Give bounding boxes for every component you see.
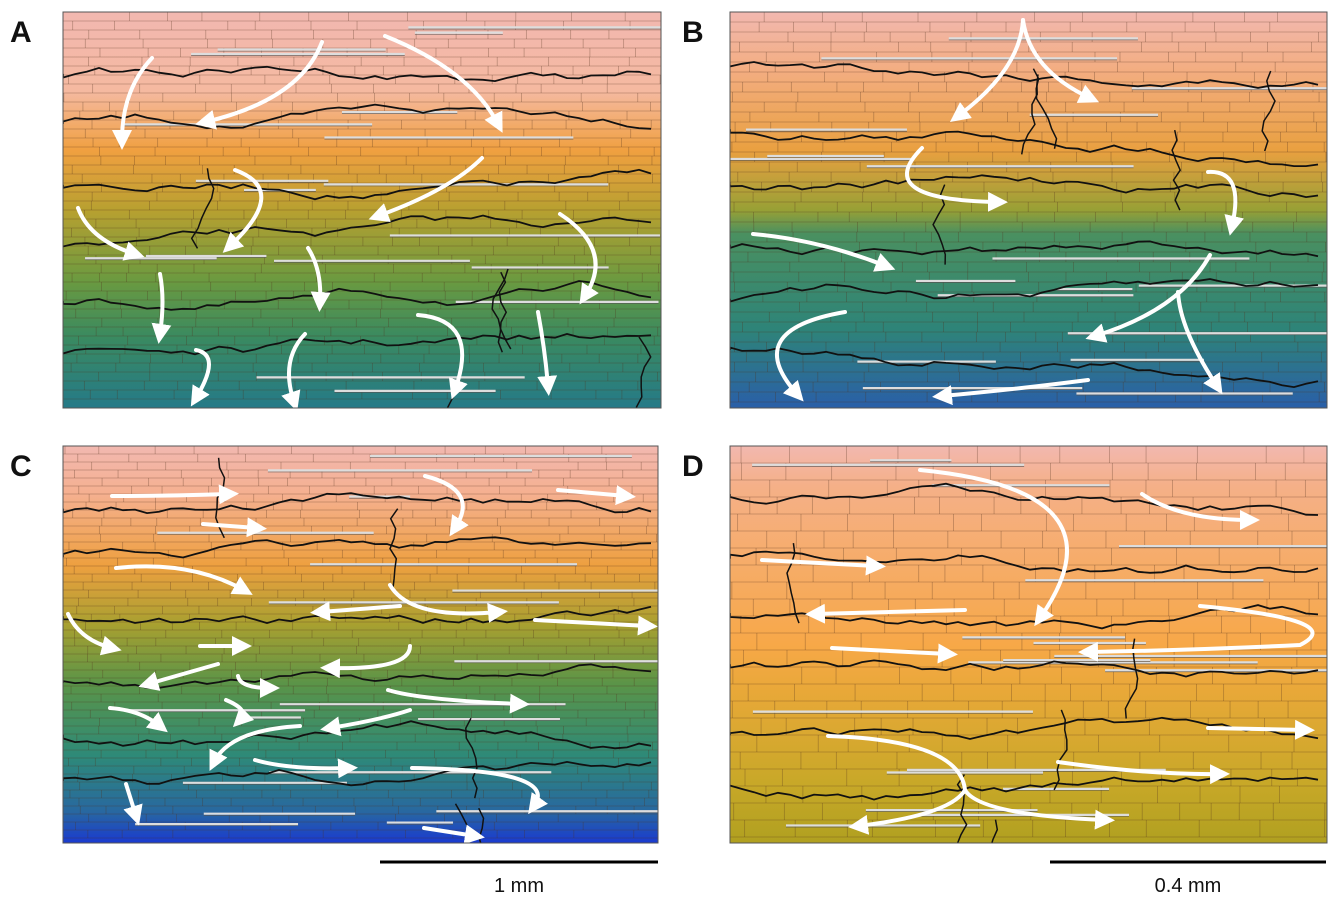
- scale-label: 0.4 mm: [1155, 875, 1222, 897]
- panel: [730, 446, 1337, 898]
- flow-arrow: [1208, 728, 1305, 730]
- panel-label: A: [10, 16, 32, 49]
- panel-background: [730, 446, 1327, 843]
- panel-label: D: [682, 450, 704, 483]
- panel-label: C: [10, 450, 32, 483]
- figure: A B C D 1 mm 0.4 mm: [0, 0, 1337, 898]
- scale-label: 1 mm: [494, 875, 544, 897]
- panel: [63, 446, 754, 888]
- panel: [730, 12, 1337, 408]
- flow-arrow: [112, 494, 229, 496]
- panel-label: B: [682, 16, 704, 49]
- panel: [63, 12, 696, 469]
